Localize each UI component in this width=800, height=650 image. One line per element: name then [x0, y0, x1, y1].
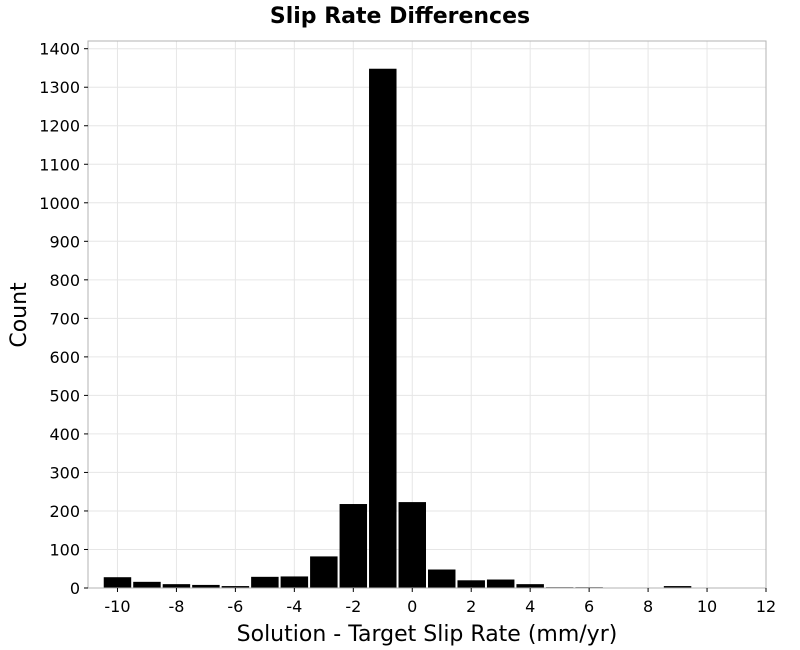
histogram-bar	[103, 577, 132, 588]
histogram-bar	[486, 579, 515, 588]
x-tick-label: -10	[104, 597, 130, 616]
y-tick-label: 600	[49, 348, 80, 367]
histogram-bar	[369, 68, 397, 588]
x-tick-label: -8	[168, 597, 184, 616]
y-axis-label: Count	[7, 282, 32, 348]
x-tick-label: 2	[466, 597, 476, 616]
histogram-bar	[280, 576, 309, 588]
grid	[88, 41, 767, 589]
histogram-bar	[310, 556, 338, 588]
histogram-bar	[133, 581, 161, 588]
y-tick-label: 300	[49, 463, 80, 482]
histogram-bar	[663, 586, 692, 588]
histogram-bar	[162, 584, 191, 588]
histogram-bar	[339, 504, 368, 588]
histogram-bar	[251, 576, 279, 588]
x-tick-label: 4	[525, 597, 535, 616]
y-tick-label: 400	[49, 425, 80, 444]
y-tick-label: 1400	[39, 40, 80, 59]
chart-title: Slip Rate Differences	[270, 4, 530, 29]
y-tick-label: 800	[49, 271, 80, 290]
y-tick-label: 100	[49, 540, 80, 559]
x-tick-label: -2	[345, 597, 361, 616]
x-axis-ticks: -10 -8 -6 -4 -2 0 2 4 6 8 10 12	[104, 588, 776, 616]
x-axis-label: Solution - Target Slip Rate (mm/yr)	[237, 622, 618, 647]
x-tick-label: 8	[643, 597, 653, 616]
y-tick-label: 1200	[39, 117, 80, 136]
x-tick-label: -4	[286, 597, 302, 616]
histogram-bar	[516, 584, 544, 588]
histogram-bar	[398, 502, 426, 588]
y-tick-label: 200	[49, 502, 80, 521]
y-tick-label: 500	[49, 386, 80, 405]
y-tick-label: 900	[49, 232, 80, 251]
bars	[103, 68, 692, 588]
y-axis-ticks: 0 100 200 300 400 500 600 700 800 900 1000 1100 1200…	[39, 40, 88, 598]
y-tick-label: 700	[49, 309, 80, 328]
x-tick-label: 10	[697, 597, 717, 616]
y-tick-label: 1300	[39, 78, 80, 97]
histogram-bar	[457, 580, 485, 588]
x-tick-label: 0	[407, 597, 417, 616]
x-tick-label: -6	[227, 597, 243, 616]
plot-frame	[87, 40, 767, 589]
y-tick-label: 0	[70, 579, 80, 598]
histogram-bar	[221, 586, 250, 588]
y-tick-label: 1100	[39, 155, 80, 174]
x-tick-label: 6	[584, 597, 594, 616]
x-tick-label: 12	[756, 597, 776, 616]
histogram-bar	[428, 569, 456, 588]
histogram-bar	[192, 584, 220, 588]
y-tick-label: 1000	[39, 194, 80, 213]
